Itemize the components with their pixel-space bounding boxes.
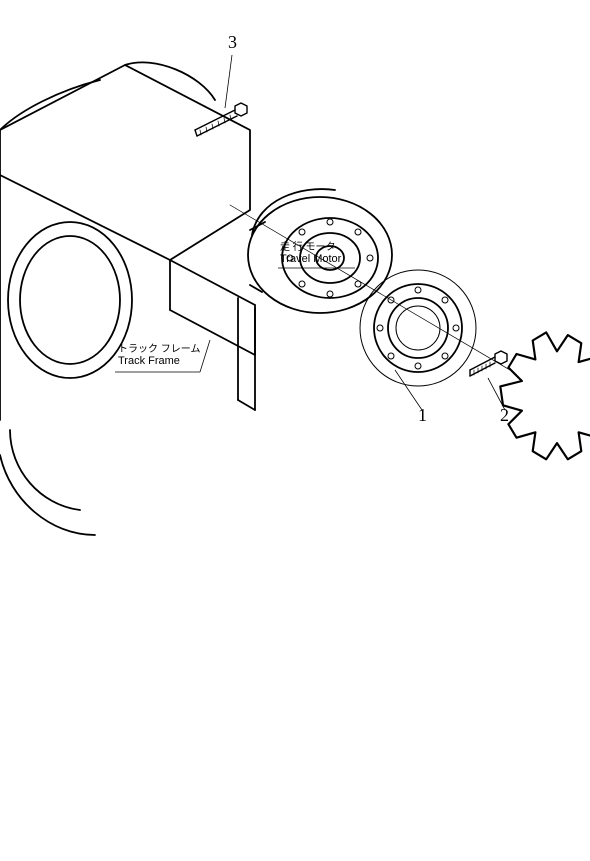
track-frame-en: Track Frame bbox=[118, 355, 200, 367]
callout-1: 1 bbox=[418, 405, 427, 426]
travel-motor-en: Travel Motor bbox=[280, 253, 341, 265]
technical-drawing bbox=[0, 0, 590, 861]
callout-3: 3 bbox=[228, 32, 237, 53]
travel-motor-label: 走 行 モータ Travel Motor bbox=[280, 242, 341, 265]
track-frame-jp: トラック フレーム bbox=[118, 344, 200, 355]
track-frame-label: トラック フレーム Track Frame bbox=[118, 344, 200, 367]
travel-motor-jp: 走 行 モータ bbox=[280, 242, 341, 253]
diagram-container: トラック フレーム Track Frame 走 行 モータ Travel Mot… bbox=[0, 0, 590, 861]
callout-2: 2 bbox=[500, 405, 509, 426]
